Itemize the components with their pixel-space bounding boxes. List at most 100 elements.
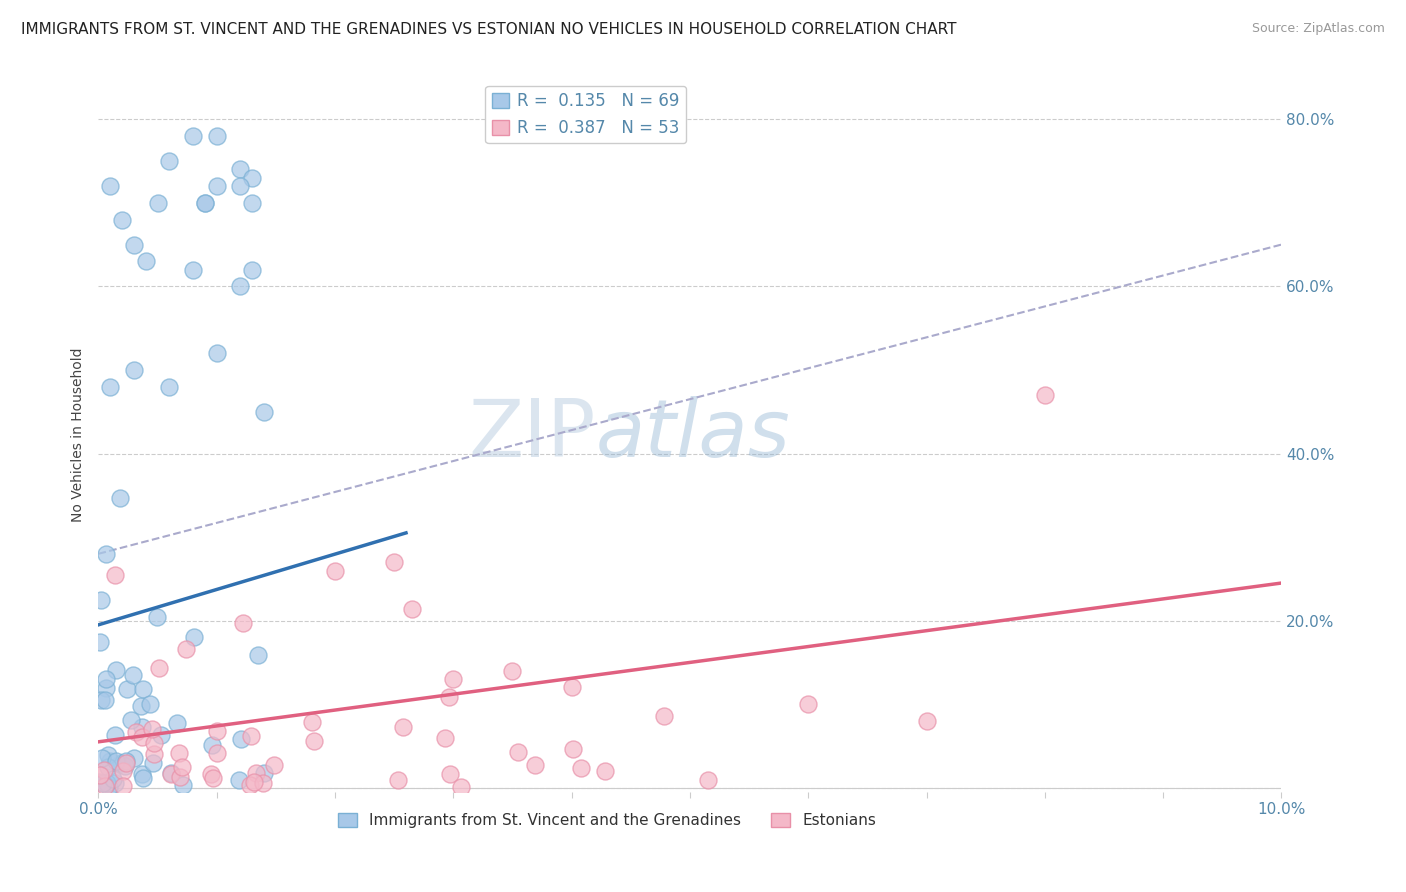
- Point: [245, 766, 267, 780]
- Point: [240, 195, 263, 210]
- Point: [89, 768, 111, 782]
- Point: [146, 195, 169, 210]
- Point: [561, 681, 583, 695]
- Point: [387, 772, 409, 787]
- Point: [111, 212, 134, 227]
- Point: [1033, 388, 1056, 402]
- Point: [148, 661, 170, 675]
- Point: [104, 775, 127, 789]
- Text: atlas: atlas: [595, 396, 790, 474]
- Text: Source: ZipAtlas.com: Source: ZipAtlas.com: [1251, 22, 1385, 36]
- Point: [915, 714, 938, 728]
- Point: [135, 254, 157, 268]
- Point: [149, 728, 172, 742]
- Point: [90, 751, 112, 765]
- Point: [104, 663, 127, 677]
- Point: [263, 758, 285, 772]
- Point: [401, 602, 423, 616]
- Point: [89, 774, 111, 789]
- Point: [166, 715, 188, 730]
- Point: [240, 262, 263, 277]
- Point: [115, 755, 138, 769]
- Point: [243, 774, 266, 789]
- Point: [104, 729, 127, 743]
- Point: [252, 776, 274, 790]
- Point: [595, 764, 617, 779]
- Point: [131, 731, 153, 745]
- Point: [229, 179, 252, 194]
- Point: [434, 731, 457, 745]
- Point: [239, 778, 262, 792]
- Point: [122, 363, 145, 377]
- Point: [437, 690, 460, 705]
- Point: [392, 720, 415, 734]
- Point: [97, 747, 120, 762]
- Point: [117, 681, 139, 696]
- Point: [131, 720, 153, 734]
- Point: [142, 747, 165, 761]
- Point: [96, 775, 118, 789]
- Point: [114, 756, 136, 771]
- Point: [301, 715, 323, 730]
- Point: [228, 772, 250, 787]
- Point: [98, 755, 121, 769]
- Point: [108, 491, 131, 505]
- Text: IMMIGRANTS FROM ST. VINCENT AND THE GRENADINES VS ESTONIAN NO VEHICLES IN HOUSEH: IMMIGRANTS FROM ST. VINCENT AND THE GREN…: [21, 22, 956, 37]
- Point: [697, 773, 720, 788]
- Point: [205, 747, 228, 761]
- Point: [160, 766, 183, 780]
- Point: [253, 405, 276, 419]
- Point: [569, 761, 592, 775]
- Legend: Immigrants from St. Vincent and the Grenadines, Estonians: Immigrants from St. Vincent and the Gren…: [332, 807, 882, 834]
- Point: [96, 681, 118, 695]
- Point: [129, 698, 152, 713]
- Point: [183, 630, 205, 644]
- Point: [202, 771, 225, 785]
- Point: [562, 742, 585, 756]
- Point: [382, 555, 405, 569]
- Point: [181, 128, 204, 143]
- Point: [142, 756, 165, 770]
- Point: [205, 179, 228, 194]
- Point: [89, 635, 111, 649]
- Point: [141, 722, 163, 736]
- Point: [160, 767, 183, 781]
- Point: [145, 610, 167, 624]
- Point: [239, 729, 262, 743]
- Point: [439, 767, 461, 781]
- Point: [232, 616, 254, 631]
- Point: [441, 672, 464, 686]
- Y-axis label: No Vehicles in Household: No Vehicles in Household: [72, 348, 86, 522]
- Point: [508, 745, 530, 759]
- Point: [97, 759, 120, 773]
- Point: [93, 763, 115, 777]
- Point: [114, 758, 136, 772]
- Point: [122, 237, 145, 252]
- Point: [181, 262, 204, 277]
- Point: [229, 731, 252, 746]
- Point: [98, 179, 121, 194]
- Point: [111, 764, 134, 778]
- Point: [194, 195, 217, 210]
- Point: [91, 776, 114, 790]
- Point: [132, 771, 155, 785]
- Point: [157, 154, 180, 169]
- Point: [98, 379, 121, 393]
- Point: [131, 767, 153, 781]
- Point: [302, 733, 325, 747]
- Point: [170, 760, 193, 774]
- Point: [323, 564, 346, 578]
- Point: [157, 379, 180, 393]
- Point: [104, 568, 127, 582]
- Point: [652, 709, 675, 723]
- Point: [205, 346, 228, 360]
- Point: [172, 778, 194, 792]
- Point: [96, 547, 118, 561]
- Point: [229, 162, 252, 177]
- Point: [139, 698, 162, 712]
- Text: ZIP: ZIP: [468, 396, 595, 474]
- Point: [122, 751, 145, 765]
- Point: [98, 780, 121, 795]
- Point: [90, 693, 112, 707]
- Point: [205, 128, 228, 143]
